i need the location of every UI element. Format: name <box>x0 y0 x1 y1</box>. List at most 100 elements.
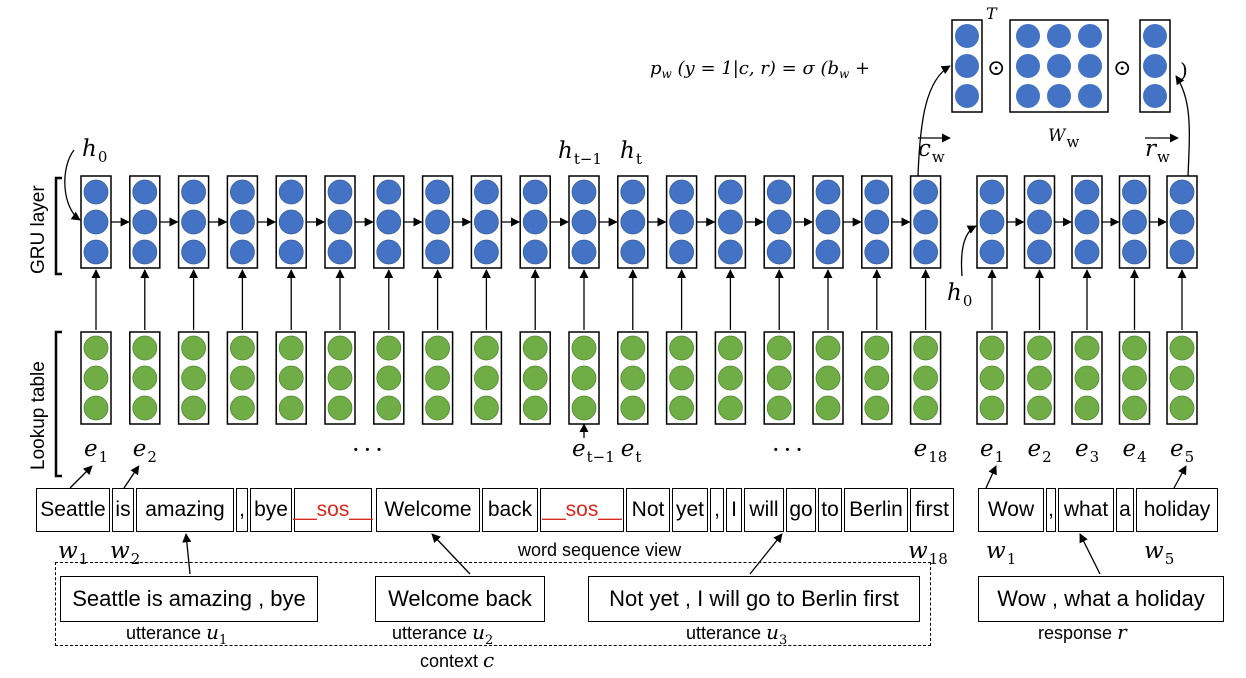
embedding-node <box>473 395 499 421</box>
formula-closing-paren: ) <box>1180 58 1188 82</box>
context-vector-node <box>955 24 979 48</box>
embedding-node <box>1122 335 1147 361</box>
weight-matrix-node <box>1078 24 1102 48</box>
response-word: Wow <box>978 488 1044 532</box>
gru-cell-node <box>1122 179 1147 205</box>
gru-cell-node <box>522 179 548 205</box>
embedding-node <box>620 365 646 391</box>
context-word: , <box>710 488 724 532</box>
embedding-node <box>278 395 304 421</box>
word-index-label: w5 <box>1144 538 1175 568</box>
embedding-node <box>132 395 158 421</box>
response-caption: response r <box>1038 620 1127 644</box>
context-word: I <box>726 488 742 532</box>
gru-cell-node <box>1122 209 1147 235</box>
embedding-node <box>864 395 890 421</box>
response-word: , <box>1046 488 1056 532</box>
utterance-box-2: Welcome back <box>375 576 545 622</box>
embedding-node <box>132 365 158 391</box>
context-caption: context c <box>420 648 495 672</box>
embedding-node <box>571 365 597 391</box>
gru-cell-node <box>1027 179 1052 205</box>
h0-context-label: h0 <box>82 136 108 166</box>
embedding-node <box>278 365 304 391</box>
gru-layer <box>80 175 1198 269</box>
embedding-node <box>132 335 158 361</box>
gru-cell-node <box>181 209 207 235</box>
embedding-node <box>718 395 743 421</box>
embedding-node <box>229 335 255 361</box>
gru-cell-node <box>83 209 109 235</box>
gru-cell-node <box>278 209 304 235</box>
context-word: will <box>744 488 784 532</box>
gru-cell-node <box>132 179 158 205</box>
weight-matrix-node <box>1016 24 1040 48</box>
embedding-node <box>766 395 792 421</box>
embedding-node <box>181 335 207 361</box>
embedding-node <box>327 335 353 361</box>
embedding-node <box>229 395 255 421</box>
embedding-node <box>425 365 451 391</box>
embedding-label-response: e5 <box>1170 436 1195 466</box>
context-vector-node <box>955 84 979 108</box>
embedding-node <box>571 335 597 361</box>
gru-cell-node <box>1122 239 1147 265</box>
embedding-node <box>766 335 792 361</box>
gru-cell-node <box>473 179 499 205</box>
context-word: Not <box>626 488 670 532</box>
embedding-node <box>376 365 402 391</box>
embedding-node <box>620 395 646 421</box>
embedding-node <box>522 365 548 391</box>
output-vectors <box>951 19 1171 113</box>
embedding-node <box>1169 365 1195 391</box>
embedding-node <box>1169 395 1195 421</box>
embedding-node <box>864 335 890 361</box>
gru-cell-node <box>327 239 353 265</box>
embedding-node <box>473 335 499 361</box>
embedding-node <box>669 365 694 391</box>
dot-operator-1: ⊙ <box>987 56 1006 81</box>
embedding-node <box>327 365 353 391</box>
weight-matrix-node <box>1016 84 1040 108</box>
word-index-label: w1 <box>58 538 89 568</box>
embedding-node <box>1122 365 1147 391</box>
gru-cell-node <box>571 239 597 265</box>
embedding-node <box>1074 395 1100 421</box>
gru-cell-node <box>229 179 255 205</box>
embedding-node <box>913 365 938 391</box>
context-word: go <box>786 488 816 532</box>
sos-token: __sos__ <box>540 488 624 532</box>
embedding-node <box>815 395 841 421</box>
utterance-caption-2: utterance u2 <box>392 620 494 648</box>
response-box: Wow , what a holiday <box>978 576 1224 622</box>
embedding-node <box>327 395 353 421</box>
h0-response-label: h0 <box>947 280 973 310</box>
utterance-box-3: Not yet , I will go to Berlin first <box>588 576 920 622</box>
embedding-node <box>181 395 207 421</box>
gru-cell-node <box>571 179 597 205</box>
gru-cell-node <box>815 239 841 265</box>
response-vector-node <box>1143 24 1167 48</box>
embedding-label-context: e18 <box>913 436 948 466</box>
gru-cell-node <box>620 209 646 235</box>
response-vector-node <box>1143 84 1167 108</box>
embedding-node <box>669 395 694 421</box>
embedding-node <box>1122 395 1147 421</box>
gru-cell-node <box>327 209 353 235</box>
weight-matrix-node <box>1078 84 1102 108</box>
gru-cell-node <box>1169 209 1195 235</box>
gru-cell-node <box>376 179 402 205</box>
embedding-node <box>1027 365 1052 391</box>
word-to-embedding-arrow <box>985 465 997 489</box>
gru-cell-node <box>376 239 402 265</box>
gru-cell-node <box>132 239 158 265</box>
gru-cell-node <box>327 179 353 205</box>
gru-cell-node <box>669 179 694 205</box>
response-word: what <box>1058 488 1114 532</box>
embedding-node <box>473 365 499 391</box>
gru-cell-node <box>669 209 694 235</box>
embedding-node <box>913 335 938 361</box>
word-index-label: w2 <box>110 538 141 568</box>
embedding-node <box>522 335 548 361</box>
word-to-embedding-arrow <box>69 465 93 489</box>
